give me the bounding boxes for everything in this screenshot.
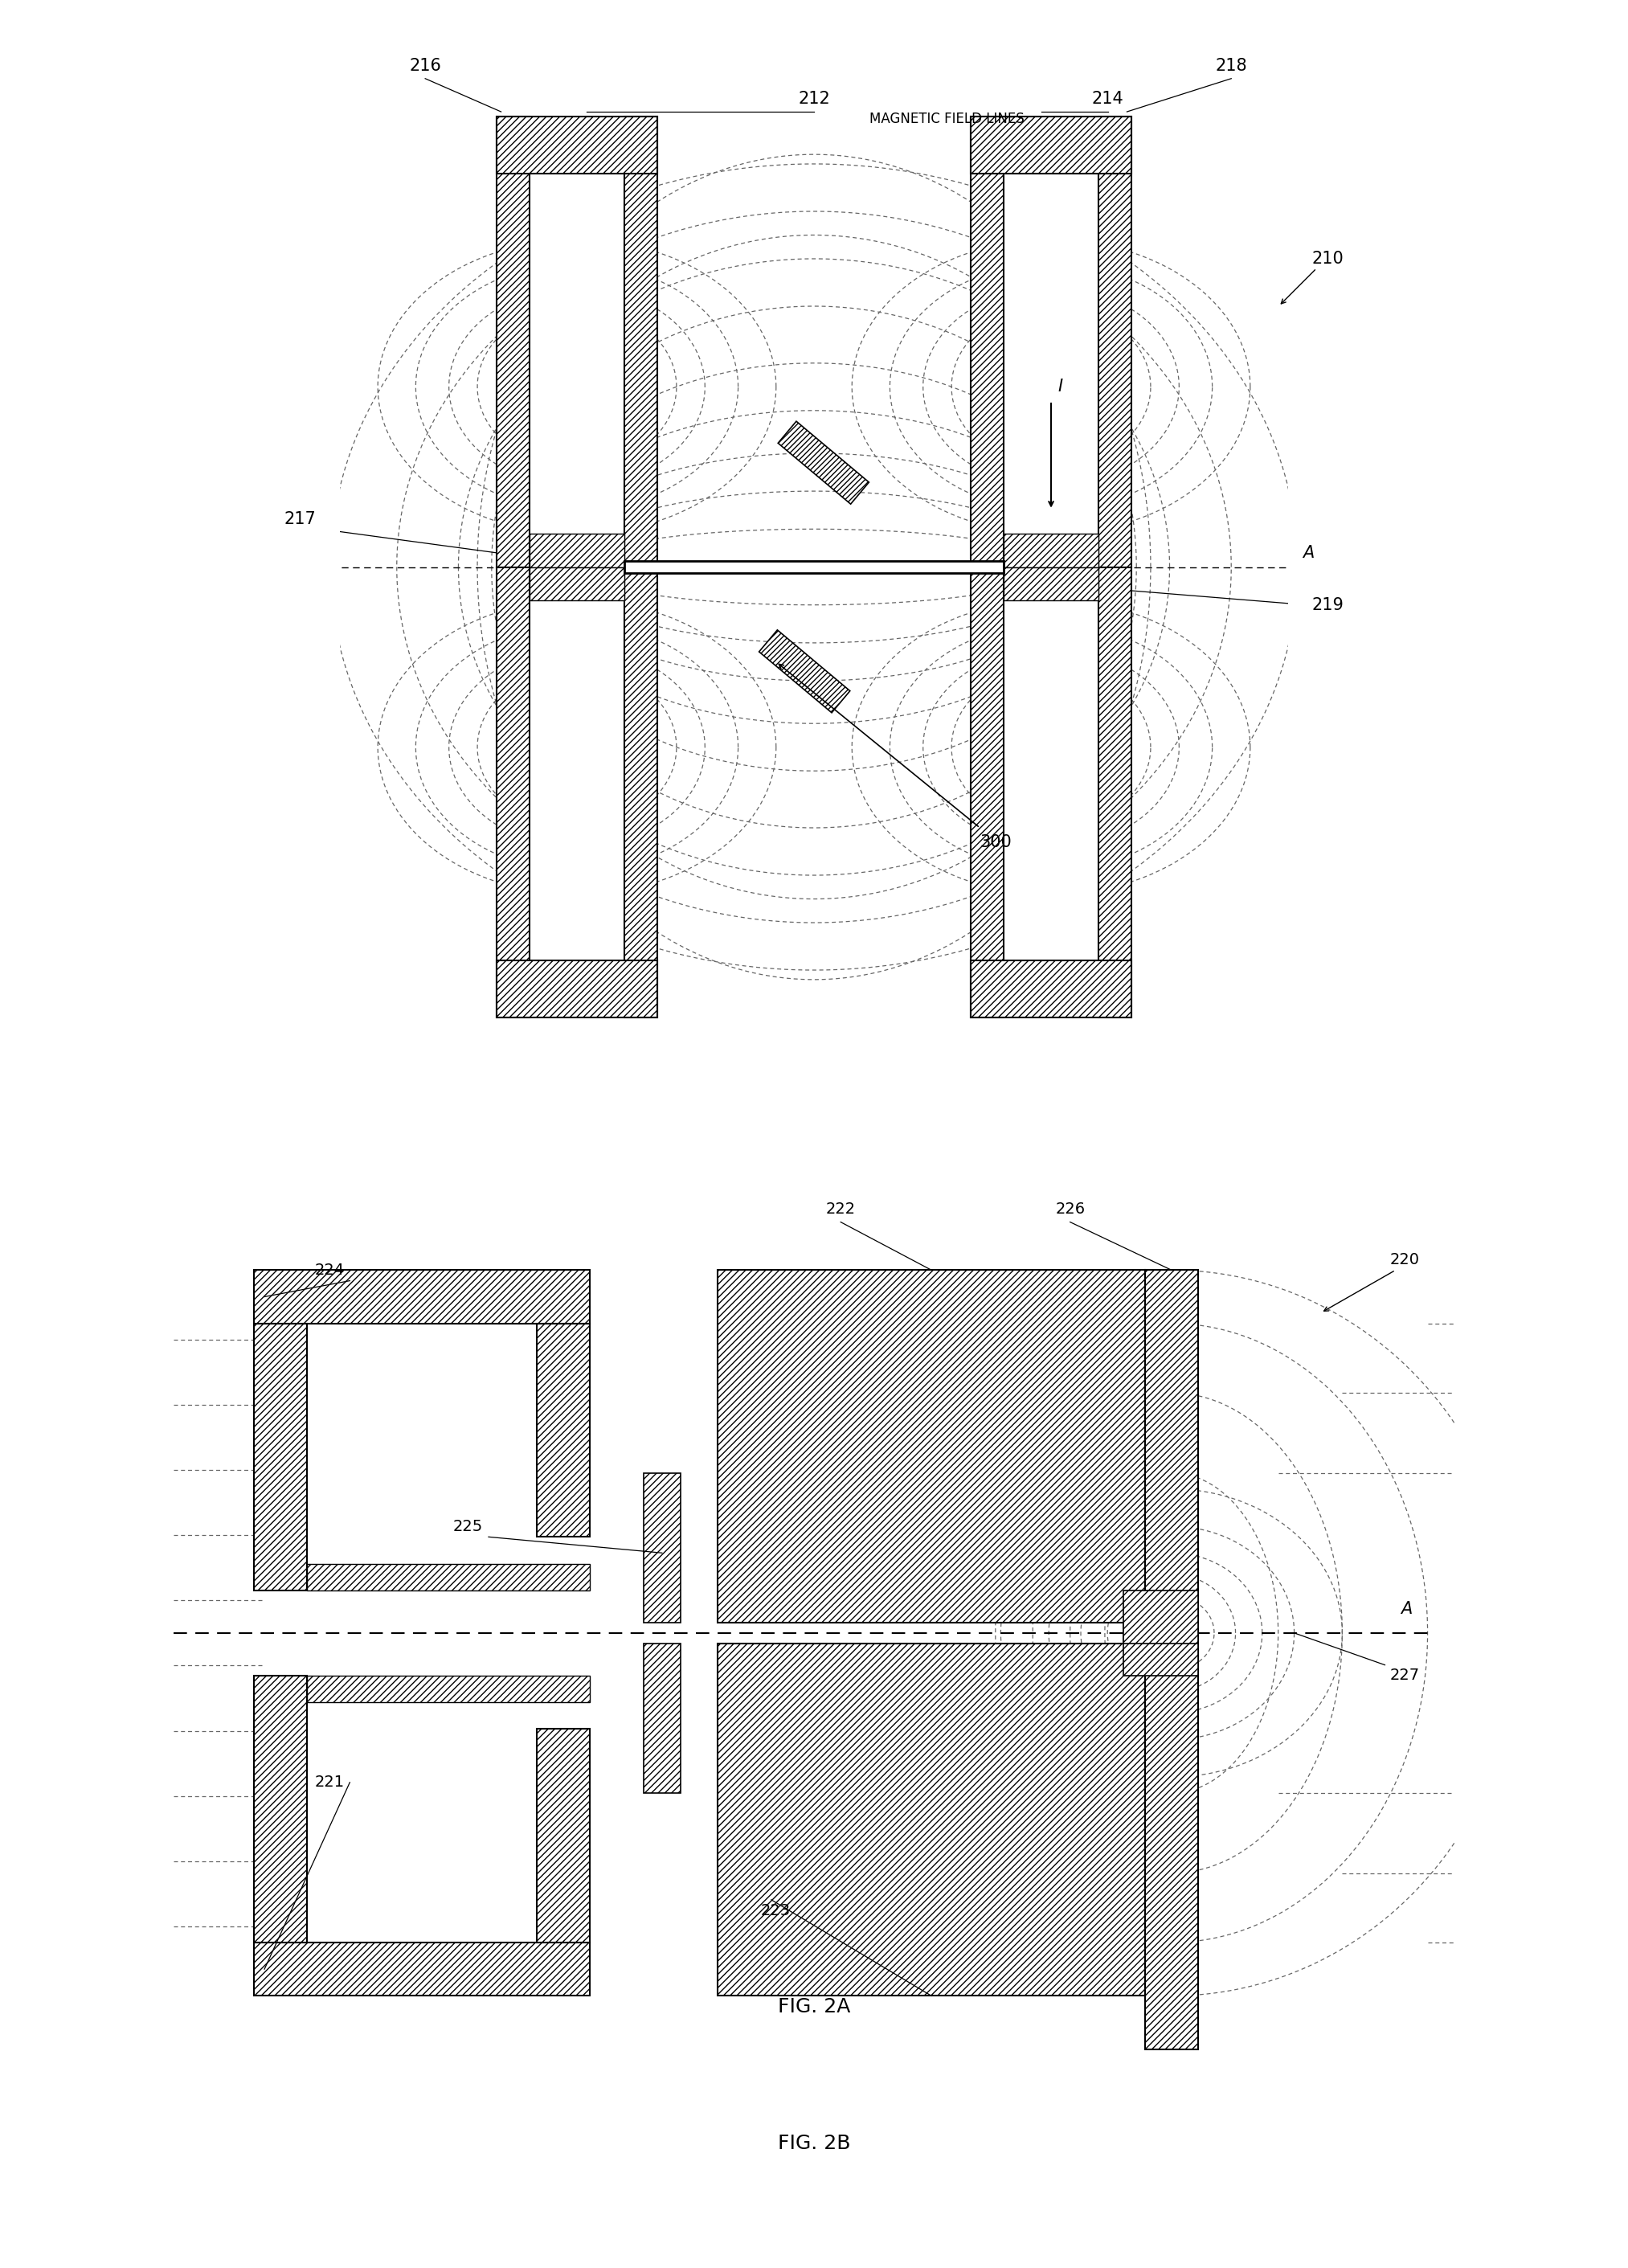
Bar xyxy=(497,962,658,1018)
Text: 222: 222 xyxy=(825,1202,856,1216)
Bar xyxy=(537,1728,589,1941)
Bar xyxy=(497,116,658,172)
Text: 224: 224 xyxy=(314,1263,345,1277)
Bar xyxy=(1099,567,1131,1018)
Bar xyxy=(497,567,529,1018)
Bar xyxy=(254,1941,589,1996)
Bar xyxy=(1003,533,1099,567)
Bar xyxy=(1123,1622,1198,1676)
Text: 218: 218 xyxy=(1216,57,1247,75)
Bar xyxy=(718,1644,1144,1996)
Text: 219: 219 xyxy=(1312,596,1343,612)
Polygon shape xyxy=(778,422,869,503)
Text: 221: 221 xyxy=(314,1776,345,1789)
Bar xyxy=(497,116,529,567)
Bar xyxy=(970,962,1131,1018)
Bar xyxy=(254,1325,308,1590)
Text: 217: 217 xyxy=(285,513,316,528)
Bar xyxy=(1003,567,1099,962)
Bar xyxy=(308,1325,537,1590)
Bar xyxy=(970,116,1131,172)
Bar xyxy=(1123,1590,1198,1644)
Bar xyxy=(625,567,658,1018)
Text: MAGNETIC FIELD LINES: MAGNETIC FIELD LINES xyxy=(869,111,1024,127)
Text: I: I xyxy=(1058,379,1063,395)
Bar xyxy=(254,1270,589,1325)
Bar xyxy=(529,533,625,567)
Text: 214: 214 xyxy=(1092,91,1123,107)
Text: 220: 220 xyxy=(1390,1252,1420,1268)
Bar xyxy=(308,1563,589,1590)
Polygon shape xyxy=(759,631,850,712)
Text: 225: 225 xyxy=(453,1520,484,1533)
Text: FIG. 2A: FIG. 2A xyxy=(778,1998,850,2016)
Bar xyxy=(625,560,1003,574)
Bar xyxy=(718,1270,1144,1622)
Bar xyxy=(308,1676,589,1703)
Bar xyxy=(537,1325,589,1538)
Bar xyxy=(1003,172,1099,567)
Bar xyxy=(1003,567,1099,601)
Text: 227: 227 xyxy=(1390,1667,1420,1683)
Bar xyxy=(1144,1270,1198,1676)
Text: 223: 223 xyxy=(760,1903,791,1919)
Text: 210: 210 xyxy=(1312,252,1343,268)
Text: 212: 212 xyxy=(798,91,830,107)
Bar xyxy=(308,1676,537,1941)
Bar xyxy=(529,567,625,962)
Bar xyxy=(254,1676,308,1941)
Bar xyxy=(643,1472,681,1622)
Bar xyxy=(529,567,625,601)
Bar xyxy=(970,116,1003,567)
Text: 216: 216 xyxy=(409,57,441,75)
Bar xyxy=(1144,1644,1198,2050)
Bar xyxy=(529,172,625,567)
Text: A: A xyxy=(1402,1601,1413,1617)
Bar xyxy=(970,567,1003,1018)
Text: 300: 300 xyxy=(980,835,1013,850)
Text: 226: 226 xyxy=(1055,1202,1084,1216)
Bar xyxy=(643,1644,681,1794)
Text: A: A xyxy=(1302,544,1314,560)
Bar xyxy=(1099,116,1131,567)
Bar xyxy=(625,116,658,567)
Text: FIG. 2B: FIG. 2B xyxy=(778,2134,850,2152)
